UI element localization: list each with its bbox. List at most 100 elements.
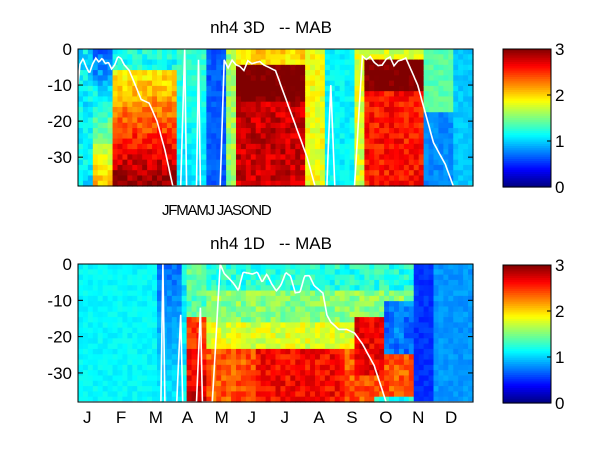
heatmap-cell [245, 164, 252, 171]
heatmap-cell [191, 354, 198, 361]
heatmap-cell [226, 391, 232, 398]
heatmap-cell [236, 391, 242, 398]
heatmap-cell [255, 274, 262, 281]
heatmap-cell [117, 396, 124, 403]
heatmap-cell [339, 96, 346, 103]
heatmap-cell [157, 59, 163, 66]
heatmap-cell [344, 274, 351, 281]
heatmap-cell [137, 338, 143, 345]
heatmap-cell [403, 159, 410, 166]
heatmap-cell [324, 338, 331, 345]
heatmap-cell [176, 128, 183, 134]
colorbar-frame [502, 264, 552, 404]
heatmap-cell [112, 164, 119, 171]
heatmap-cell [468, 359, 474, 366]
heatmap-cell [389, 138, 395, 145]
heatmap-cell [211, 143, 217, 150]
heatmap-cell [403, 279, 410, 286]
heatmap-cell [112, 348, 119, 355]
heatmap-cell [260, 333, 267, 339]
heatmap-cell [127, 327, 133, 334]
heatmap-cell [102, 133, 109, 140]
heatmap-cell [201, 285, 207, 292]
heatmap-cell [389, 333, 395, 339]
heatmap-cell [458, 175, 464, 182]
heatmap-cell [240, 112, 247, 119]
heatmap-cell [191, 290, 198, 297]
heatmap-cell [334, 306, 341, 313]
heatmap-cell [374, 338, 380, 345]
heatmap-cell [231, 164, 237, 171]
heatmap-cell [344, 375, 351, 382]
heatmap-cell [398, 128, 405, 134]
heatmap-cell [82, 138, 89, 145]
heatmap-cell [305, 264, 311, 270]
heatmap-cell [226, 264, 232, 270]
heatmap-cell [122, 143, 128, 150]
heatmap-cell [438, 354, 444, 361]
heatmap-cell [280, 85, 286, 92]
heatmap-cell [364, 175, 370, 182]
heatmap-cell [290, 64, 296, 71]
heatmap-cell [78, 149, 84, 155]
heatmap-cell [157, 338, 163, 345]
heatmap-cell [206, 80, 212, 87]
heatmap-cell [250, 333, 257, 339]
heatmap-cell [157, 85, 163, 92]
heatmap-cell [147, 317, 153, 323]
heatmap-cell [394, 306, 400, 313]
colorbar-swatch [503, 377, 551, 380]
heatmap-cell [211, 264, 217, 270]
heatmap-cell [344, 279, 351, 286]
heatmap-cell [181, 327, 188, 334]
heatmap-cell [295, 122, 301, 129]
heatmap-cell [285, 117, 291, 124]
heatmap-cell [290, 386, 296, 392]
heatmap-cell [270, 370, 277, 377]
heatmap-cell [379, 159, 385, 166]
heatmap-cell [438, 359, 444, 366]
heatmap-cell [157, 170, 163, 177]
heatmap-cell [364, 106, 370, 113]
heatmap-cell [275, 317, 282, 323]
heatmap-cell [127, 322, 133, 329]
heatmap-cell [112, 343, 119, 350]
heatmap-cell [265, 317, 272, 323]
heatmap-cell [107, 59, 114, 66]
heatmap-cell [280, 290, 286, 297]
heatmap-cell [413, 154, 420, 161]
heatmap-cell [280, 122, 286, 129]
heatmap-cell [295, 338, 301, 345]
heatmap-cell [201, 117, 207, 124]
heatmap-cell [122, 306, 128, 313]
heatmap-cell [191, 311, 198, 318]
heatmap-cell [369, 370, 375, 377]
heatmap-cell [245, 91, 252, 98]
heatmap-cell [78, 159, 84, 166]
heatmap-cell [181, 117, 188, 124]
heatmap-cell [191, 391, 198, 398]
heatmap-cell [87, 333, 94, 339]
heatmap-cell [260, 54, 267, 61]
colorbar-swatch [503, 280, 551, 283]
colorbar-swatch [503, 321, 551, 324]
heatmap-cell [290, 380, 296, 387]
heatmap-cell [191, 85, 198, 92]
heatmap-cell [290, 112, 296, 119]
heatmap-cell [260, 285, 267, 292]
colorbar-swatch [503, 400, 551, 404]
heatmap-cell [448, 164, 454, 171]
heatmap-cell [255, 49, 262, 55]
heatmap-cell [295, 106, 301, 113]
heatmap-cell [157, 143, 163, 150]
heatmap-cell [152, 370, 158, 377]
heatmap-cell [344, 117, 351, 124]
heatmap-cell [181, 269, 188, 276]
heatmap-cell [92, 122, 99, 129]
heatmap-cell [260, 164, 267, 171]
heatmap-cell [403, 164, 410, 171]
heatmap-cell [315, 359, 321, 366]
heatmap-cell [196, 391, 203, 398]
heatmap-cell [398, 290, 405, 297]
heatmap-cell [428, 380, 435, 387]
